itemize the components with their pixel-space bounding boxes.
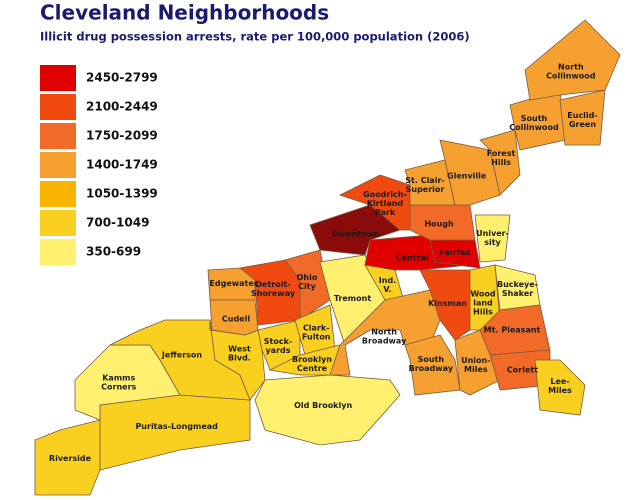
neighborhood-label: Detroit- — [255, 280, 290, 289]
neighborhood-label: Corners — [101, 383, 136, 392]
neighborhood — [559, 89, 606, 146]
neighborhood-label: Collinwood — [509, 123, 559, 132]
neighborhood-label: Mt. Pleasant — [484, 326, 541, 335]
neighborhood-label: Clark- — [303, 324, 330, 333]
neighborhood-label: Old Brooklyn — [294, 401, 352, 410]
legend-swatch — [40, 65, 76, 91]
neighborhood-label: Downtown — [332, 230, 380, 239]
neighborhood — [284, 249, 331, 321]
neighborhood — [534, 359, 586, 416]
neighborhood — [209, 299, 259, 336]
legend-label: 2450-2799 — [86, 71, 158, 85]
neighborhood-label: Lee- — [550, 377, 569, 386]
neighborhood-label: South — [521, 114, 548, 123]
neighborhood-label: Kamms — [102, 374, 135, 383]
neighborhood-label: Collinwood — [546, 72, 596, 81]
legend-label: 350-699 — [86, 245, 141, 259]
neighborhood-label: Central — [396, 254, 429, 263]
neighborhood-label: Blvd. — [228, 353, 251, 362]
legend-label: 1050-1399 — [86, 187, 158, 201]
map-title: Cleveland Neighborhoods — [40, 1, 329, 25]
neighborhood-label: Union- — [461, 356, 490, 365]
neighborhood-label: yards — [265, 346, 290, 355]
neighborhood-label: sity — [484, 238, 501, 247]
neighborhood-label: Brooklyn — [292, 355, 332, 364]
legend-swatch — [40, 239, 76, 265]
regions — [34, 19, 621, 496]
neighborhood-label: Park — [375, 208, 396, 217]
neighborhood-label: Ohio — [297, 273, 318, 282]
neighborhood-label: Miles — [548, 386, 572, 395]
neighborhood — [268, 344, 351, 376]
neighborhood-label: Puritas-Longmead — [135, 422, 218, 431]
neighborhood-label: Ind. — [379, 276, 396, 285]
neighborhood-label: Shoreway — [251, 289, 296, 298]
neighborhood — [474, 214, 511, 263]
legend-swatch — [40, 152, 76, 178]
neighborhood-label: Wood — [470, 290, 496, 299]
neighborhood-label: Edgewater — [209, 279, 257, 288]
neighborhood-label: Riverside — [49, 454, 92, 463]
neighborhood-label: Euclid- — [567, 111, 597, 120]
neighborhood-label: Centre — [297, 364, 328, 373]
neighborhood-label: Hills — [473, 308, 493, 317]
neighborhood-label: Cudell — [222, 315, 250, 324]
legend-label: 700-1049 — [86, 216, 149, 230]
neighborhood-label: West — [228, 344, 251, 353]
neighborhood-label: Stock- — [264, 337, 292, 346]
neighborhood-label: City — [298, 282, 316, 291]
neighborhood-label: Univer- — [476, 229, 509, 238]
neighborhood — [254, 374, 401, 446]
neighborhood-label: Goodrich- — [363, 190, 407, 199]
neighborhood-label: Hough — [424, 220, 454, 229]
legend: 2450-2799 2100-2449 1750-2099 1400-1749 1050… — [40, 65, 158, 265]
legend-swatch — [40, 210, 76, 236]
neighborhood-label: Shaker — [502, 289, 533, 298]
neighborhood — [404, 159, 456, 206]
neighborhood-label: St. Clair- — [405, 176, 444, 185]
neighborhood-label: South — [418, 355, 445, 364]
neighborhood-label: North — [558, 63, 584, 72]
neighborhood — [479, 129, 521, 196]
legend-swatch — [40, 123, 76, 149]
neighborhood — [207, 267, 256, 301]
neighborhood-label: Kinsman — [428, 299, 467, 308]
neighborhood-label: Fulton — [302, 333, 331, 342]
neighborhood-label: Jefferson — [161, 351, 203, 360]
neighborhood-label: V. — [383, 285, 391, 294]
neighborhood-label: Superior — [406, 185, 445, 194]
neighborhood — [524, 19, 621, 101]
neighborhood — [99, 394, 251, 471]
neighborhood-label: Kirtland — [367, 199, 404, 208]
neighborhood-label: Forest — [487, 149, 516, 158]
neighborhood-label: Tremont — [334, 294, 371, 303]
neighborhood-label: Broadway — [362, 336, 407, 345]
legend-swatch — [40, 181, 76, 207]
legend-label: 1750-2099 — [86, 129, 158, 143]
neighborhood-label: Green — [569, 120, 596, 129]
neighborhood-label: Hills — [491, 158, 511, 167]
neighborhood-label: Fairfax — [439, 248, 471, 257]
legend-swatch — [40, 94, 76, 120]
neighborhood-label: Broadway — [409, 364, 454, 373]
legend-label: 1400-1749 — [86, 158, 158, 172]
neighborhood-label: Glenville — [447, 171, 487, 180]
legend-label: 2100-2449 — [86, 100, 158, 114]
neighborhood-label: Buckeye- — [497, 280, 538, 289]
neighborhood-label: Miles — [464, 365, 488, 374]
neighborhood-label: Corlett — [507, 366, 538, 375]
neighborhood-label: North — [371, 327, 397, 336]
neighborhood-label: land — [473, 299, 493, 308]
map-subtitle: Illicit drug possession arrests, rate pe… — [40, 30, 470, 44]
